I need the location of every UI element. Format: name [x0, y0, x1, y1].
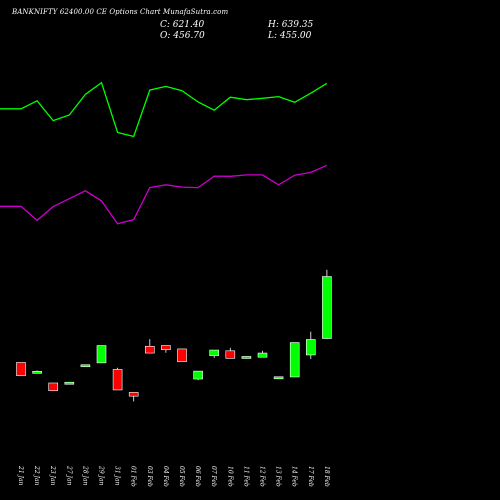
candle-body-up [273, 376, 284, 380]
date-tick-label: 11 Feb [242, 466, 249, 487]
date-tick-label: 21 Jan [17, 465, 24, 486]
date-tick-label: 14 Feb [291, 466, 298, 487]
candle-body-up [209, 349, 219, 357]
candle-body-up [64, 381, 75, 385]
high-value: H: 639.35 [268, 20, 314, 30]
candle [128, 392, 139, 402]
open-value: O: 456.70 [160, 31, 205, 41]
candle-body-down [112, 369, 123, 391]
date-tick-label: 31 Jan [114, 466, 121, 486]
date-tick-label: 01 Feb [130, 466, 137, 487]
date-axis: 21 Jan 22 Jan 23 Jan 27 Jan 28 Jan 29 Jan 31 J… [17, 465, 330, 487]
candle [112, 367, 123, 391]
candle-body-down [145, 345, 155, 354]
date-tick-label: 27 Jan [65, 465, 72, 486]
date-tick-label: 10 Feb [226, 466, 233, 487]
close-value: C: 621.40 [160, 20, 205, 30]
candle-body-up [80, 364, 91, 368]
candle [305, 331, 316, 360]
candle-body-up [241, 356, 252, 359]
candle [257, 350, 268, 358]
candle [193, 370, 203, 381]
chart-title: BANKNIFTY 62400.00 CE Options Chart Muna… [12, 8, 229, 16]
date-tick-label: 07 Feb [210, 466, 217, 487]
candle [177, 348, 187, 363]
candle [64, 381, 75, 385]
date-tick-label: 23 Jan [49, 465, 56, 486]
candle [289, 342, 300, 378]
candle [209, 349, 219, 358]
candle-body-down [16, 362, 26, 376]
upper-band-line [0, 81, 328, 138]
candle [225, 347, 236, 359]
candles [16, 269, 332, 402]
lower-band-line [0, 164, 328, 225]
candle [161, 345, 171, 353]
candle-body-up [32, 371, 42, 374]
candle [145, 339, 155, 354]
candle [322, 269, 332, 340]
date-tick-label: 05 Feb [178, 466, 185, 487]
candle [96, 345, 107, 364]
date-tick-label: 18 Feb [323, 466, 330, 487]
indicator-lines [0, 81, 328, 225]
candle [32, 370, 42, 374]
candle-body-down [225, 350, 236, 359]
candle-body-up [289, 342, 300, 378]
candle-body-up [305, 339, 316, 356]
date-tick-label: 04 Feb [162, 466, 169, 487]
candle [16, 362, 26, 376]
candle-body-up [96, 345, 107, 364]
candle-body-up [193, 370, 203, 380]
date-tick-label: 28 Jan [81, 465, 88, 486]
date-tick-label: 12 Feb [259, 466, 266, 487]
candle-body-down [128, 392, 139, 397]
low-value: L: 455.00 [268, 31, 312, 41]
candle-body-down [48, 382, 59, 392]
date-tick-label: 03 Feb [146, 466, 153, 487]
candle-body-down [161, 345, 171, 350]
date-tick-label: 22 Jan [33, 465, 40, 486]
date-tick-label: 06 Feb [194, 466, 201, 487]
candle-body-up [322, 276, 332, 339]
candle [48, 382, 59, 392]
candle-body-up [257, 352, 268, 358]
candle [80, 364, 91, 368]
candle [273, 376, 284, 380]
candle-body-down [177, 348, 187, 363]
date-tick-label: 17 Feb [307, 466, 314, 487]
candle [241, 356, 252, 359]
date-tick-label: 13 Feb [275, 466, 282, 487]
date-tick-label: 29 Jan [98, 465, 105, 486]
